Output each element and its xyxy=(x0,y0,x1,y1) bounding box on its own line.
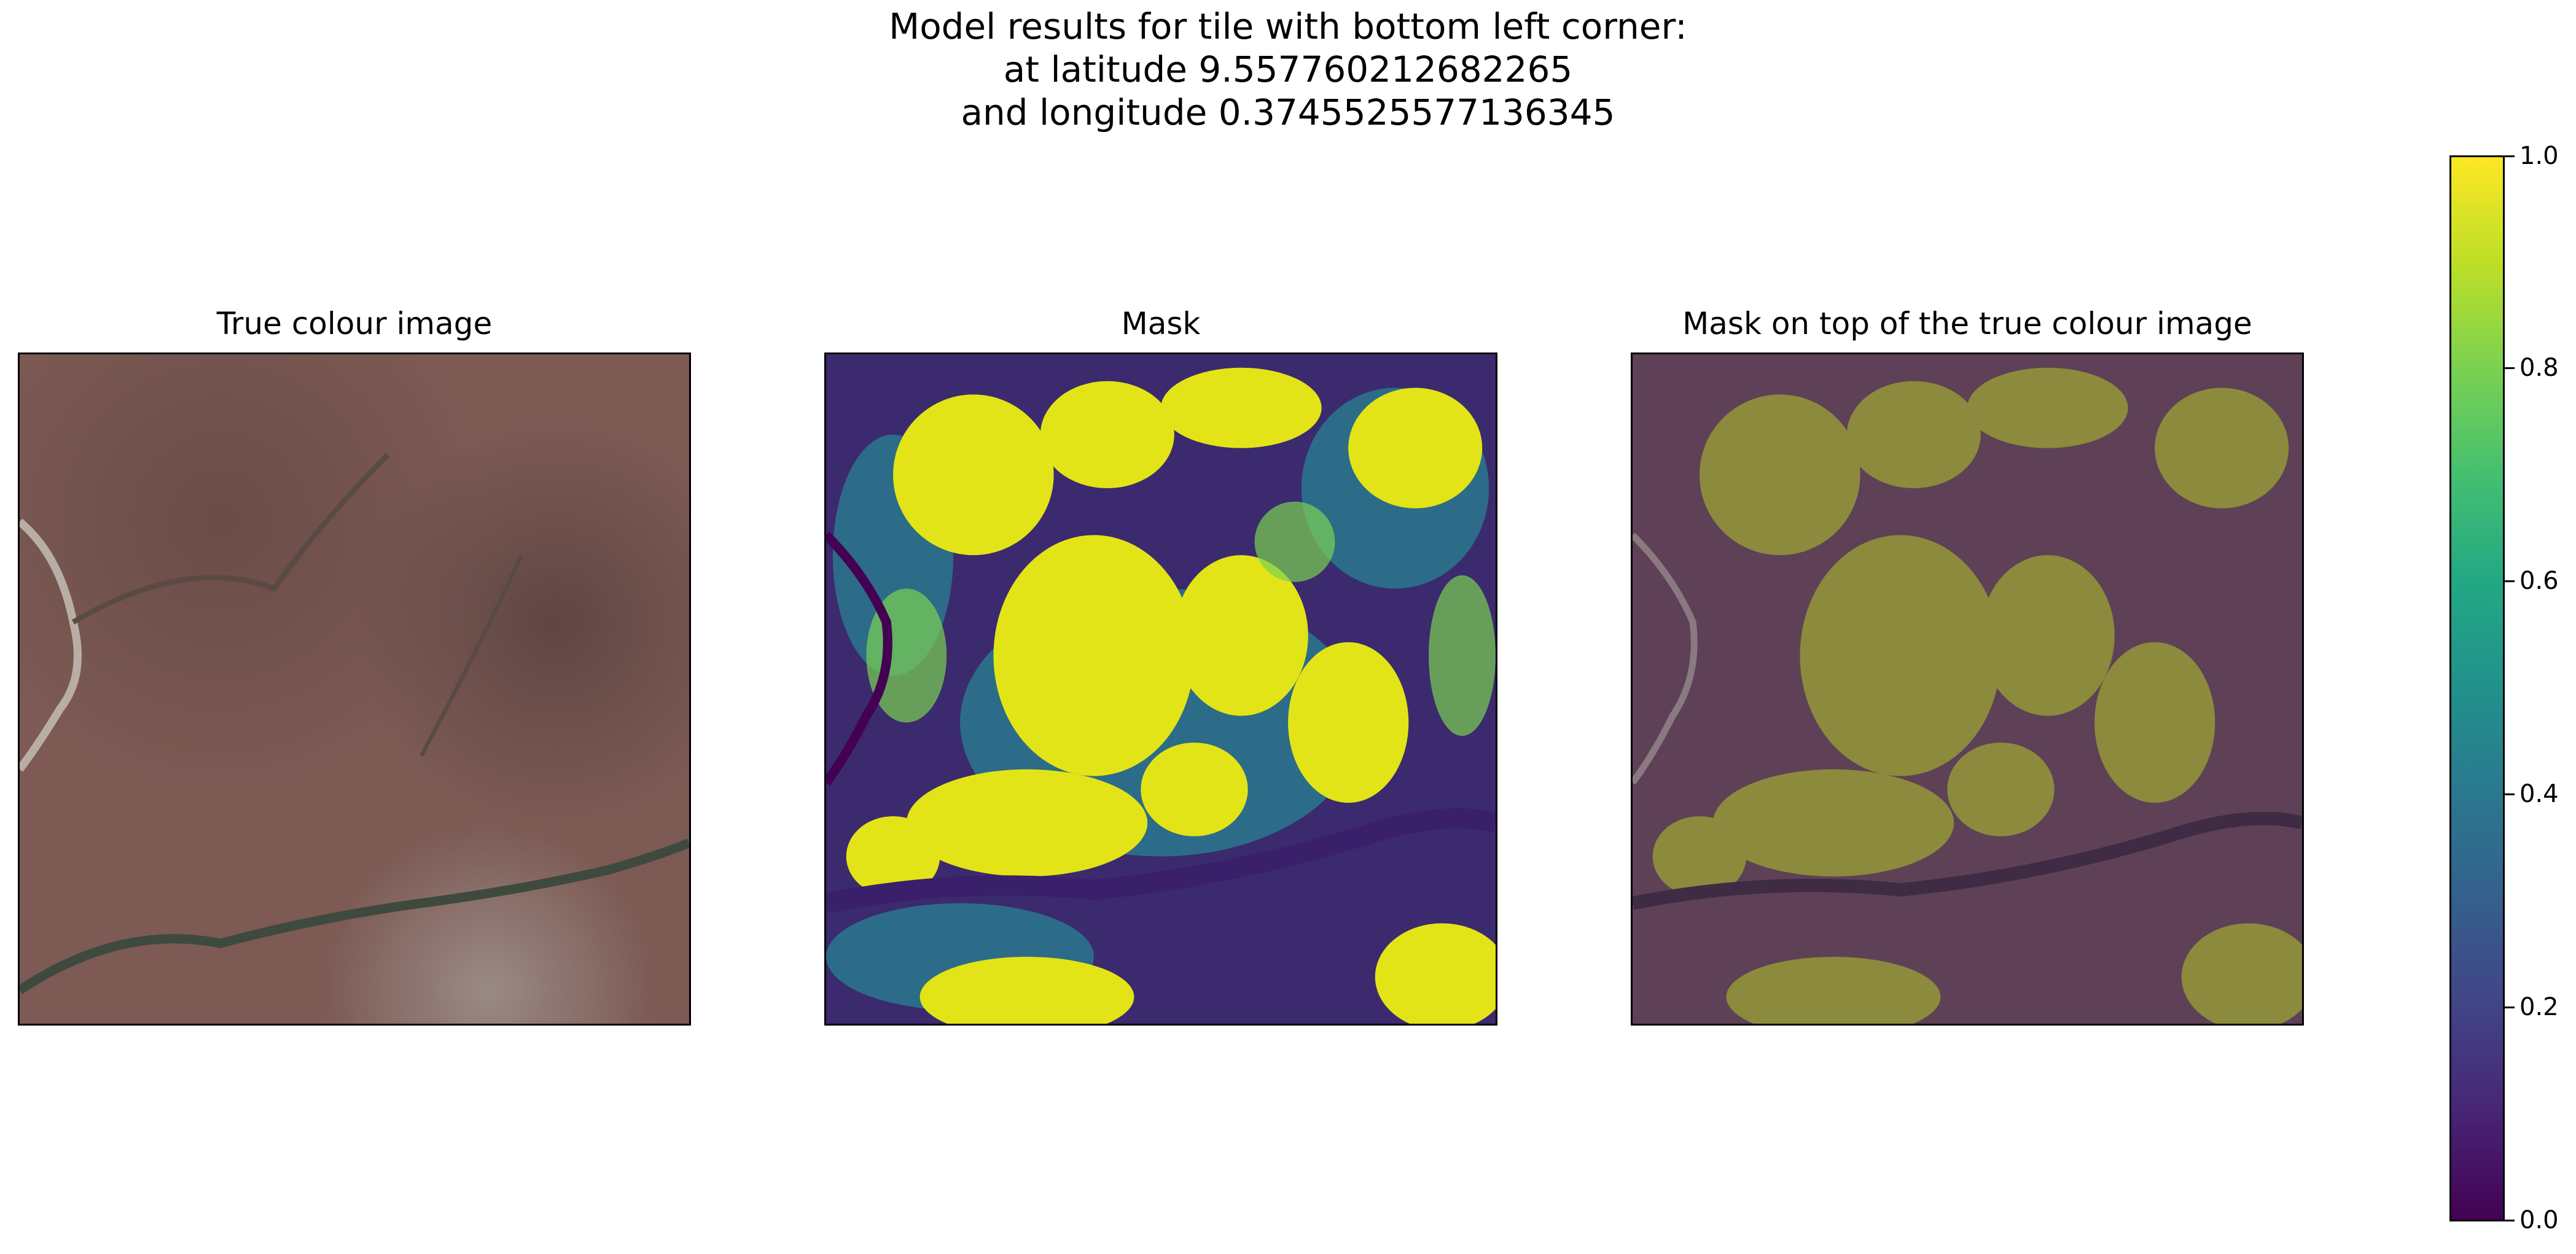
colorbar xyxy=(2449,155,2505,1221)
colorbar-tick xyxy=(2505,580,2515,582)
colorbar-tick-label: 0.6 xyxy=(2519,567,2559,594)
true-colour-image xyxy=(18,352,691,1026)
mask-overlay-image xyxy=(1631,352,2304,1026)
colorbar-tick-label: 0.0 xyxy=(2519,1207,2559,1234)
panel-title-mask: Mask xyxy=(824,306,1497,341)
colorbar-tick xyxy=(2505,1007,2515,1008)
figure-title: Model results for tile with bottom left … xyxy=(0,5,2576,134)
colorbar-tick xyxy=(2505,1220,2515,1221)
colorbar-tick-label: 0.4 xyxy=(2519,781,2559,808)
colorbar-tick-label: 1.0 xyxy=(2519,142,2559,169)
panel-title-overlay: Mask on top of the true colour image xyxy=(1631,306,2304,341)
colorbar-tick-label: 0.2 xyxy=(2519,994,2559,1021)
colorbar-tick xyxy=(2505,155,2515,157)
figure-title-line-1: Model results for tile with bottom left … xyxy=(0,5,2576,48)
colorbar-tick xyxy=(2505,793,2515,795)
figure-title-line-3: and longitude 0.3745525577136345 xyxy=(0,91,2576,134)
colorbar-tick-label: 0.8 xyxy=(2519,354,2559,381)
panel-title-true-colour: True colour image xyxy=(18,306,691,341)
figure-title-line-2: at latitude 9.557760212682265 xyxy=(0,48,2576,91)
colorbar-tick xyxy=(2505,367,2515,369)
mask-image xyxy=(824,352,1497,1026)
